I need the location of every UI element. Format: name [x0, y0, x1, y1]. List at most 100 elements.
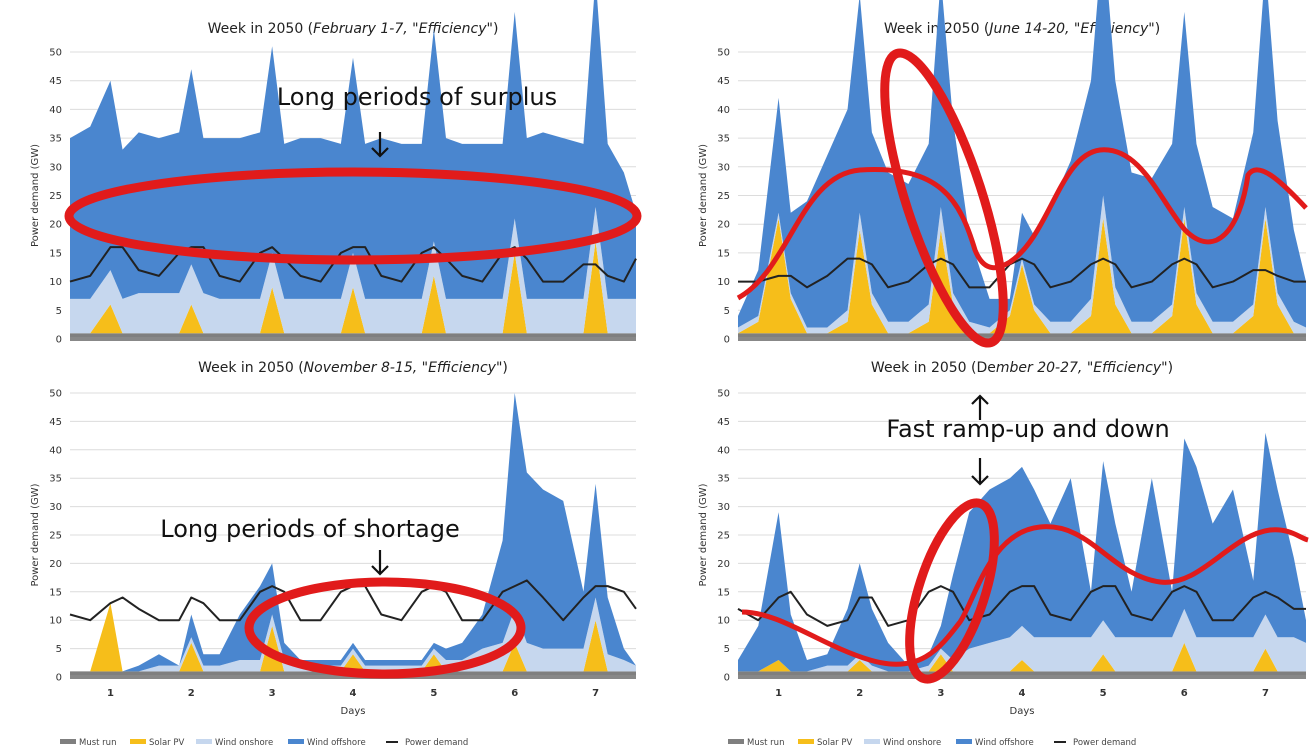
- surplus-annotation: Long periods of surplus: [277, 83, 557, 111]
- legend-label: Power demand: [405, 738, 468, 748]
- area-wind-onshore: [738, 195, 1306, 334]
- y-tick-label: 20: [717, 220, 730, 231]
- y-tick-label: 5: [56, 306, 62, 317]
- area-solar-pv: [738, 642, 1306, 672]
- shortage-annotation: Long periods of shortage: [160, 515, 459, 543]
- x-tick-label: 7: [1262, 688, 1269, 699]
- legend-swatch: [728, 739, 744, 744]
- hand-drawn-curve-bottom: [741, 524, 1309, 667]
- y-tick-label: 10: [717, 277, 730, 288]
- y-tick-label: 50: [49, 48, 62, 59]
- y-tick-label: 25: [49, 191, 62, 202]
- y-tick-label: 40: [717, 105, 730, 116]
- y-tick-label: 10: [49, 277, 62, 288]
- y-tick-label: 45: [717, 76, 730, 87]
- y-axis-label: Power demand (GW): [698, 483, 709, 586]
- x-tick-label: 6: [1181, 688, 1188, 699]
- area-solar-pv: [70, 603, 636, 672]
- legend-swatch: [60, 739, 76, 744]
- legend: Must run Solar PV Wind onshore Wind offshor…: [728, 738, 1136, 748]
- shortage-ellipse: [244, 577, 526, 679]
- y-tick-label: 25: [717, 531, 730, 542]
- surplus-ellipse: [64, 167, 642, 265]
- y-tick-label: 10: [49, 616, 62, 627]
- y-tick-label: 40: [717, 445, 730, 456]
- y-tick-label: 25: [717, 191, 730, 202]
- legend-swatch: [798, 739, 814, 744]
- area-wind-offshore: [70, 0, 636, 299]
- chart-title: Week in 2050 (February 1-7, "Efficiency"…: [208, 21, 499, 37]
- x-axis-label: Days: [341, 706, 366, 717]
- x-tick-label: 3: [269, 688, 276, 699]
- legend-label: Wind onshore: [883, 738, 941, 748]
- y-tick-label: 35: [49, 134, 62, 145]
- y-tick-label: 40: [49, 105, 62, 116]
- legend-label: Must run: [79, 738, 116, 748]
- y-tick-label: 45: [49, 417, 62, 428]
- x-tick-label: 1: [107, 688, 114, 699]
- down-arrow-icon: [371, 550, 389, 576]
- legend-swatch: [196, 739, 212, 744]
- y-tick-label: 30: [717, 162, 730, 173]
- legend-swatch: [956, 739, 972, 744]
- ramp-annotation: Fast ramp-up and down: [886, 415, 1169, 443]
- x-tick-label: 5: [430, 688, 437, 699]
- y-tick-label: 15: [717, 248, 730, 259]
- y-tick-label: 20: [49, 559, 62, 570]
- line-power-demand: [738, 257, 1306, 289]
- area-wind-onshore: [738, 608, 1306, 672]
- y-tick-label: 30: [49, 502, 62, 513]
- legend-label: Power demand: [1073, 738, 1136, 748]
- x-axis-label: Days: [1010, 706, 1035, 717]
- y-axis-label: Power demand (GW): [30, 144, 41, 247]
- y-tick-label: 30: [49, 162, 62, 173]
- x-tick-label: 6: [511, 688, 518, 699]
- legend-swatch: [130, 739, 146, 744]
- y-tick-label: 45: [49, 76, 62, 87]
- down-arrow-icon: [371, 132, 389, 158]
- area-solar-pv: [738, 218, 1306, 334]
- y-tick-label: 50: [49, 389, 62, 400]
- y-axis-label: Power demand (GW): [698, 144, 709, 247]
- chart-panel-2: 0 5 10 15 20 25 30 35 40 45 50 Week in 2050 (June 1…: [698, 0, 1306, 346]
- x-tick-label: 4: [350, 688, 357, 699]
- down-arrow-icon: [971, 458, 989, 486]
- area-wind-offshore: [738, 0, 1306, 328]
- y-tick-label: 20: [49, 220, 62, 231]
- up-arrow-icon: [971, 394, 989, 420]
- y-tick-label: 30: [717, 502, 730, 513]
- area-wind-onshore: [70, 206, 636, 334]
- y-tick-label: 50: [717, 48, 730, 59]
- x-tick-label: 2: [188, 688, 195, 699]
- y-tick-label: 45: [717, 417, 730, 428]
- y-tick-label: 5: [724, 306, 730, 317]
- hand-drawn-curve-top: [736, 147, 1308, 301]
- y-tick-label: 5: [56, 644, 62, 655]
- y-tick-label: 0: [724, 335, 730, 346]
- x-tick-label: 4: [1019, 688, 1026, 699]
- x-tick-label: 3: [937, 688, 944, 699]
- x-tick-label: 7: [592, 688, 599, 699]
- legend-label: Solar PV: [817, 738, 852, 748]
- chart-title: Week in 2050 (November 8-15, "Efficiency…: [198, 360, 508, 376]
- area-wind-offshore: [738, 432, 1306, 672]
- y-tick-label: 40: [49, 445, 62, 456]
- y-tick-label: 20: [717, 559, 730, 570]
- legend-swatch: [288, 739, 304, 744]
- chart-panel-1: 0 5 10 15 20 25 30 35 40 45 50 Week in 2050 (Februa…: [30, 0, 637, 346]
- legend-label: Wind offshore: [307, 738, 366, 748]
- annotation-overlay: Long periods of surplus Fast ramp-up and …: [64, 48, 1309, 684]
- y-tick-label: 35: [717, 134, 730, 145]
- legend-label: Wind offshore: [975, 738, 1034, 748]
- y-tick-label: 35: [49, 474, 62, 485]
- ramp-ellipse-top: [880, 48, 1008, 348]
- y-tick-label: 0: [56, 673, 62, 684]
- line-power-demand: [737, 585, 1306, 627]
- y-tick-label: 15: [49, 587, 62, 598]
- y-tick-label: 5: [724, 644, 730, 655]
- y-axis-label: Power demand (GW): [30, 483, 41, 586]
- x-tick-label: 5: [1100, 688, 1107, 699]
- y-tick-label: 10: [717, 616, 730, 627]
